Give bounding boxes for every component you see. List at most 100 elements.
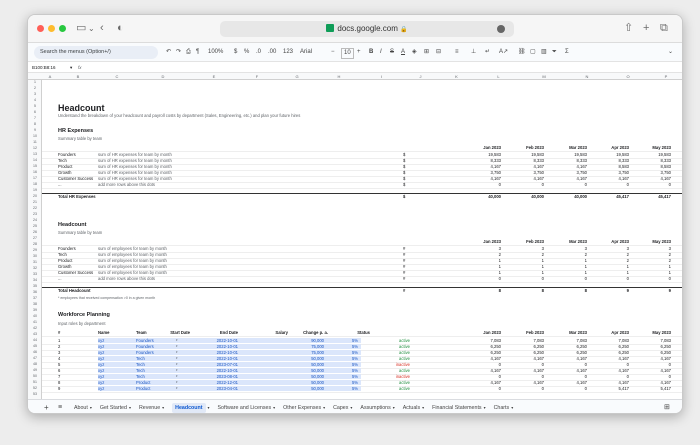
tab-dropdown-icon[interactable]: ▾ bbox=[89, 405, 92, 410]
team-select[interactable]: Founders bbox=[136, 344, 154, 349]
row-header[interactable]: 27 bbox=[33, 236, 37, 240]
team-dropdown-icon[interactable]: ▾ bbox=[176, 344, 178, 348]
back-icon[interactable]: ‹ bbox=[100, 22, 104, 34]
row-header[interactable]: 6 bbox=[34, 110, 36, 114]
filter-icon[interactable]: ⏷ bbox=[552, 49, 557, 55]
all-sheets-icon[interactable]: ≡ bbox=[58, 404, 63, 411]
column-header[interactable]: A bbox=[48, 74, 52, 79]
column-header[interactable]: C bbox=[115, 74, 119, 79]
name-box[interactable]: B100:B8:16 bbox=[32, 65, 56, 70]
row-header[interactable]: 3 bbox=[34, 92, 36, 96]
row-header[interactable]: 31 bbox=[33, 260, 37, 264]
team-dropdown-icon[interactable]: ▾ bbox=[176, 350, 178, 354]
team-dropdown-icon[interactable]: ▾ bbox=[176, 374, 178, 378]
team-dropdown-icon[interactable]: ▾ bbox=[176, 386, 178, 390]
italic-icon[interactable]: I bbox=[380, 49, 382, 55]
tab-software-and-licenses[interactable]: Software and Licenses bbox=[217, 405, 272, 411]
tab-overview-icon[interactable]: ⧉ bbox=[660, 22, 668, 34]
chevron-down-icon[interactable]: ⌄ bbox=[88, 24, 95, 33]
tab-assumptions[interactable]: Assumptions bbox=[360, 405, 391, 411]
row-header[interactable]: 21 bbox=[33, 200, 37, 204]
team-dropdown-icon[interactable]: ▾ bbox=[176, 362, 178, 366]
row-header[interactable]: 1 bbox=[34, 80, 36, 84]
row-header[interactable]: 5 bbox=[34, 104, 36, 108]
tab-dropdown-icon[interactable]: ▾ bbox=[422, 405, 425, 410]
row-header[interactable]: 43 bbox=[33, 332, 37, 336]
row-header[interactable]: 49 bbox=[33, 368, 37, 372]
row-header[interactable]: 11 bbox=[33, 140, 37, 144]
row-header[interactable]: 33 bbox=[33, 272, 37, 276]
row-header[interactable]: 39 bbox=[33, 308, 37, 312]
salary-input[interactable]: 50,000 bbox=[311, 386, 324, 391]
tab-get-started[interactable]: Get Started bbox=[99, 405, 127, 411]
row-header[interactable]: 14 bbox=[33, 158, 37, 162]
column-header[interactable]: P bbox=[664, 74, 668, 79]
redo-icon[interactable]: ↷ bbox=[176, 49, 182, 55]
tab-headcount[interactable]: Headcount bbox=[172, 403, 206, 413]
font-size-input[interactable]: 10 bbox=[341, 48, 354, 59]
tab-dropdown-icon[interactable]: ▾ bbox=[350, 405, 353, 410]
team-dropdown-icon[interactable]: ▾ bbox=[176, 338, 178, 342]
row-header[interactable]: 37 bbox=[33, 296, 37, 300]
row-header[interactable]: 25 bbox=[33, 224, 37, 228]
url-bar[interactable]: docs.google.com 🔒 bbox=[220, 21, 514, 37]
font-increase-button[interactable]: + bbox=[357, 49, 361, 55]
column-header[interactable]: M bbox=[542, 74, 546, 79]
row-header[interactable]: 34 bbox=[33, 278, 37, 282]
borders-icon[interactable]: ⊞ bbox=[424, 49, 430, 55]
team-select[interactable]: Tech bbox=[136, 362, 145, 367]
row-header[interactable]: 16 bbox=[33, 170, 37, 174]
team-select[interactable]: Founders bbox=[136, 350, 154, 355]
start-date-input[interactable]: 2022-10-01 bbox=[216, 356, 238, 361]
valign-icon[interactable]: ⊥ bbox=[471, 49, 477, 55]
print-icon[interactable]: ⎙ bbox=[186, 49, 191, 55]
more-formats-icon[interactable]: 123 bbox=[283, 49, 294, 55]
salary-input[interactable]: 50,000 bbox=[311, 368, 324, 373]
reload-icon[interactable] bbox=[497, 25, 505, 33]
tab-dropdown-icon[interactable]: ▾ bbox=[162, 405, 165, 410]
column-header[interactable]: E bbox=[212, 74, 216, 79]
minimize-window-button[interactable] bbox=[48, 25, 55, 32]
strikethrough-icon[interactable]: S bbox=[390, 49, 395, 55]
zoom-select[interactable]: 100% bbox=[208, 49, 224, 55]
change-input[interactable]: 5% bbox=[351, 386, 358, 391]
text-color-icon[interactable]: A bbox=[401, 49, 406, 55]
team-dropdown-icon[interactable]: ▾ bbox=[176, 356, 178, 360]
row-header[interactable]: 36 bbox=[33, 290, 37, 294]
team-select[interactable]: Tech bbox=[136, 356, 145, 361]
column-header[interactable]: O bbox=[626, 74, 630, 79]
sidebar-icon[interactable]: ▭ bbox=[76, 22, 87, 34]
tab-dropdown-icon[interactable]: ▾ bbox=[392, 405, 395, 410]
change-input[interactable]: 5% bbox=[351, 356, 358, 361]
name-box-dropdown-icon[interactable]: ▾ bbox=[70, 65, 73, 70]
tab-financial-statements[interactable]: Financial Statements bbox=[432, 405, 482, 411]
row-header[interactable]: 44 bbox=[33, 338, 37, 342]
tab-dropdown-icon[interactable]: ▾ bbox=[511, 405, 514, 410]
employee-name-input[interactable]: xyz bbox=[98, 356, 105, 361]
menu-search-input[interactable]: Search the menus (Option+/) bbox=[34, 46, 158, 59]
fill-color-icon[interactable]: ◈ bbox=[412, 49, 417, 55]
row-header[interactable]: 4 bbox=[34, 98, 36, 102]
share-icon[interactable]: ⇧ bbox=[624, 22, 634, 34]
start-date-input[interactable]: 2022-10-01 bbox=[216, 338, 238, 343]
row-header[interactable]: 32 bbox=[33, 266, 37, 270]
functions-icon[interactable]: Σ bbox=[565, 49, 569, 55]
row-header[interactable]: 22 bbox=[33, 206, 37, 210]
currency-format-button[interactable]: $ bbox=[234, 49, 238, 55]
row-header[interactable]: 23 bbox=[33, 212, 37, 216]
change-input[interactable]: 5% bbox=[351, 380, 358, 385]
row-header[interactable]: 50 bbox=[33, 374, 37, 378]
row-header[interactable]: 40 bbox=[33, 314, 37, 318]
salary-input[interactable]: 75,000 bbox=[311, 344, 324, 349]
tab-dropdown-icon[interactable]: ▾ bbox=[207, 405, 210, 410]
employee-name-input[interactable]: xyz bbox=[98, 350, 105, 355]
column-header[interactable]: N bbox=[585, 74, 589, 79]
row-header[interactable]: 42 bbox=[33, 326, 37, 330]
row-header[interactable]: 38 bbox=[33, 302, 37, 306]
row-header[interactable]: 15 bbox=[33, 164, 37, 168]
employee-name-input[interactable]: xyz bbox=[98, 380, 105, 385]
row-header[interactable]: 51 bbox=[33, 380, 37, 384]
tab-revenue[interactable]: Revenue bbox=[138, 405, 161, 411]
row-header[interactable]: 10 bbox=[33, 134, 37, 138]
team-select[interactable]: Tech bbox=[136, 374, 145, 379]
